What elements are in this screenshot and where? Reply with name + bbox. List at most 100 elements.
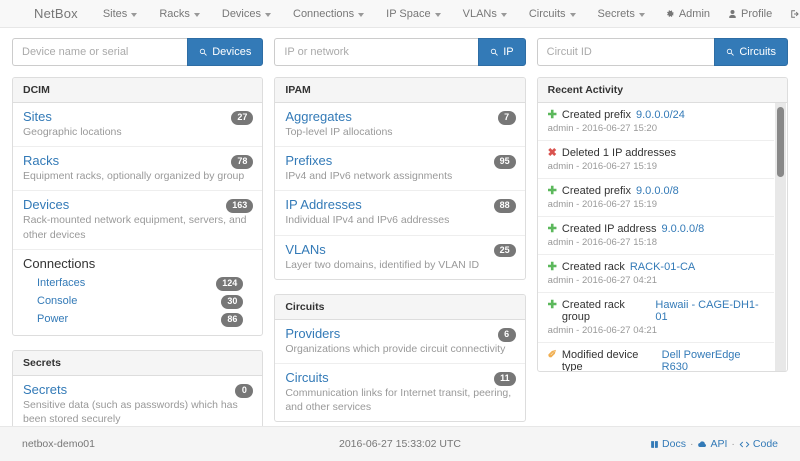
nav-item-admin[interactable]: Admin: [656, 0, 719, 28]
gear-icon: [665, 9, 675, 19]
activity-meta: admin - 2016-06-27 04:21: [547, 325, 657, 336]
list-item-devices[interactable]: Devices 163 Rack-mounted network equipme…: [13, 191, 263, 250]
list-item-description: Sensitive data (such as passwords) which…: [23, 398, 238, 425]
activity-action: Created IP address: [561, 223, 657, 235]
chevron-down-icon: [434, 12, 441, 17]
sub-item-interfaces[interactable]: Interfaces 124: [23, 274, 252, 292]
nav-item-circuits[interactable]: Circuits: [518, 0, 587, 28]
nav-item-ip-space[interactable]: IP Space: [375, 0, 451, 28]
panel-dcim-list: Sites 27 Geographic locations Racks 78 E…: [13, 103, 263, 335]
activity-scrollbar-thumb[interactable]: [776, 107, 784, 177]
status-badge: 11: [494, 371, 516, 386]
nav-label: Admin: [678, 7, 711, 20]
activity-object[interactable]: Dell PowerEdge R630: [661, 349, 741, 371]
list-item-circuits[interactable]: Circuits 11 Communication links for Inte…: [275, 364, 524, 421]
circuit-search-group: Circuits: [536, 38, 788, 66]
panel-secrets-list: Secrets 0 Sensitive data (such as passwo…: [13, 376, 262, 433]
nav-label: IP Space: [386, 7, 431, 20]
status-badge: 78: [231, 155, 254, 170]
panel-ipam-list: Aggregates 7 Top-level IP allocations Pr…: [275, 103, 525, 279]
logout-icon: [790, 9, 800, 19]
sub-item-power[interactable]: Power 86: [23, 310, 252, 328]
list-item-providers[interactable]: Providers 6 Organizations which provide …: [275, 320, 525, 364]
circuit-search-label: Circuits: [739, 46, 776, 58]
user-icon: [728, 9, 737, 19]
nav-item-devices[interactable]: Devices: [211, 0, 282, 28]
list-item-aggregates[interactable]: Aggregates 7 Top-level IP allocations: [275, 103, 525, 148]
footer-link-label: Code: [752, 438, 778, 450]
list-item-vlans[interactable]: VLANs 25 Layer two domains, identified b…: [275, 236, 524, 279]
footer-links: Docs · API · Code: [461, 438, 778, 450]
footer-link-docs[interactable]: Docs: [650, 438, 686, 450]
footer-link-code[interactable]: Code: [739, 438, 778, 450]
list-item-secrets[interactable]: Secrets 0 Sensitive data (such as passwo…: [13, 376, 262, 433]
activity-row[interactable]: ✐ Modified device type Dell PowerEdge R6…: [538, 343, 774, 371]
list-item-description: Layer two domains, identified by VLAN ID: [285, 258, 480, 271]
link-sites[interactable]: Sites: [23, 109, 52, 124]
activity-scrollbar[interactable]: [774, 103, 786, 371]
search-icon: [199, 48, 208, 57]
activity-meta: admin - 2016-06-27 15:18: [547, 237, 657, 248]
link-devices[interactable]: Devices: [23, 197, 70, 213]
device-search-input[interactable]: [12, 38, 188, 66]
activity-meta: admin - 2016-06-27 04:21: [547, 275, 657, 286]
nav-item-racks[interactable]: Racks: [148, 0, 211, 28]
ip-search-button[interactable]: IP: [478, 38, 526, 66]
footer-link-api[interactable]: API: [697, 438, 727, 450]
sub-item-console[interactable]: Console 30: [23, 292, 252, 310]
link-racks[interactable]: Racks: [23, 153, 60, 169]
footer-timestamp: 2016-06-27 15:33:02 UTC: [339, 438, 461, 450]
link-ip-addresses[interactable]: IP Addresses: [285, 197, 362, 213]
nav-item-secrets[interactable]: Secrets: [587, 0, 656, 28]
activity-object[interactable]: 9.0.0.0/8: [635, 185, 679, 197]
link-console[interactable]: Console: [37, 294, 78, 307]
panel-circuits-heading: Circuits: [275, 294, 525, 320]
link-power[interactable]: Power: [37, 312, 69, 325]
nav-item-sites[interactable]: Sites: [92, 0, 148, 28]
list-item-ip-addresses[interactable]: IP Addresses 88 Individual IPv4 and IPv6…: [275, 191, 525, 236]
activity-row[interactable]: ✚ Created IP address 9.0.0.0/8 admin - 2…: [537, 217, 774, 255]
activity-row[interactable]: ✚ Created rack group Hawaii - CAGE-DH1-0…: [537, 293, 774, 343]
list-item-description: Top-level IP allocations: [285, 126, 393, 138]
circuit-search-button[interactable]: Circuits: [714, 38, 788, 66]
panel-ipam: IPAM Aggregates 7 Top-level IP allocatio…: [274, 77, 526, 280]
activity-action: Deleted 1 IP addresses: [561, 147, 677, 159]
nav-item-logout[interactable]: Log out: [781, 0, 800, 28]
panel-secrets: Secrets Secrets 0 Sensitive data (such a…: [12, 349, 264, 435]
status-badge: 163: [226, 199, 254, 214]
list-item-racks[interactable]: Racks 78 Equipment racks, optionally org…: [13, 147, 263, 192]
link-prefixes[interactable]: Prefixes: [285, 153, 333, 169]
list-item-prefixes[interactable]: Prefixes 95 IPv4 and IPv6 network assign…: [275, 147, 525, 192]
link-circuits[interactable]: Circuits: [285, 369, 329, 385]
chevron-down-icon: [569, 12, 576, 17]
link-interfaces[interactable]: Interfaces: [37, 276, 86, 289]
link-secrets[interactable]: Secrets: [23, 381, 68, 397]
activity-row[interactable]: ✚ Created rack RACK-01-CA admin - 2016-0…: [537, 255, 774, 293]
plus-icon: ✚: [547, 109, 557, 121]
activity-row[interactable]: ✖ Deleted 1 IP addresses admin - 2016-06…: [537, 141, 774, 179]
device-search-button[interactable]: Devices: [187, 38, 264, 66]
activity-object[interactable]: RACK-01-CA: [629, 261, 696, 273]
status-badge: 0: [235, 383, 254, 398]
nav-item-profile[interactable]: Profile: [719, 0, 781, 28]
status-badge: 7: [497, 111, 516, 125]
activity-scroll-area: ✚ Created prefix 9.0.0.0/24 admin - 2016…: [537, 103, 787, 371]
activity-object[interactable]: Hawaii - CAGE-DH1-01: [655, 299, 759, 323]
link-providers[interactable]: Providers: [285, 325, 341, 341]
nav-label: Sites: [102, 7, 128, 20]
brand-logo[interactable]: NetBox: [34, 6, 78, 21]
circuit-search-input[interactable]: [536, 38, 715, 66]
link-aggregates[interactable]: Aggregates: [285, 109, 352, 124]
list-item-description: Rack-mounted network equipment, servers,…: [23, 214, 247, 241]
link-vlans[interactable]: VLANs: [285, 241, 326, 257]
activity-row[interactable]: ✚ Created prefix 9.0.0.0/8 admin - 2016-…: [537, 179, 774, 217]
activity-object[interactable]: 9.0.0.0/24: [635, 109, 685, 121]
nav-item-vlans[interactable]: VLANs: [452, 0, 518, 28]
navbar: NetBox Sites Racks Devices Connections I…: [0, 0, 800, 28]
ip-search-input[interactable]: [274, 38, 479, 66]
nav-item-connections[interactable]: Connections: [282, 0, 375, 28]
activity-row[interactable]: ✚ Created prefix 9.0.0.0/24 admin - 2016…: [537, 103, 774, 141]
list-item-sites[interactable]: Sites 27 Geographic locations: [13, 103, 263, 148]
chevron-down-icon: [193, 12, 200, 17]
activity-object[interactable]: 9.0.0.0/8: [661, 223, 705, 235]
